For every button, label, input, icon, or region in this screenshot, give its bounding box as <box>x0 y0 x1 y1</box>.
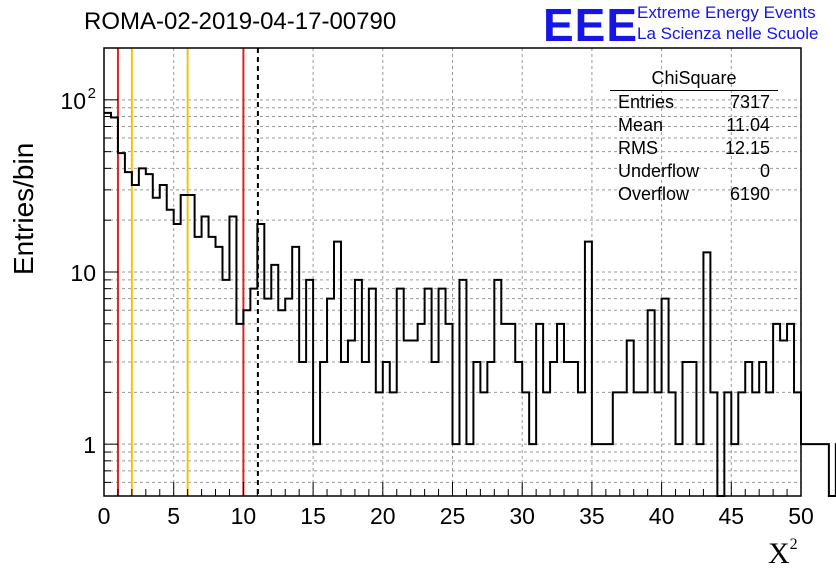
stats-row: Underflow 0 <box>610 160 778 183</box>
stats-value: 6190 <box>729 184 770 204</box>
x-tick-labels: 0 5 10 15 20 25 30 35 40 45 50 <box>98 503 814 529</box>
y-tick-label: 10 <box>70 260 96 286</box>
x-axis-label: X2 <box>768 536 798 571</box>
stats-box: ChiSquare Entries 7317 Mean 11.04 RMS 12.15 Un… <box>610 66 778 206</box>
x-tick-label: 25 <box>440 503 466 529</box>
logo-line-1: Extreme Energy Events <box>637 3 816 22</box>
x-tick-label: 15 <box>300 503 326 529</box>
eee-logo: EEE <box>543 0 639 51</box>
logo-line-2: La Scienza nelle Scuole <box>637 24 819 43</box>
stats-label: RMS <box>618 138 658 158</box>
y-axis-label: Entries/bin <box>8 142 39 275</box>
x-tick-label: 5 <box>167 503 180 529</box>
x-tick-label: 10 <box>231 503 257 529</box>
x-axis-label-text: X <box>768 537 790 570</box>
x-tick-label: 40 <box>649 503 675 529</box>
x-tick-label: 0 <box>98 503 111 529</box>
stats-value: 7317 <box>729 92 770 112</box>
x-tick-label: 45 <box>719 503 745 529</box>
y-tick-label-exponent: 2 <box>88 85 96 102</box>
x-tick-label: 50 <box>788 503 814 529</box>
x-tick-label: 30 <box>509 503 535 529</box>
stats-value: 11.04 <box>726 115 770 135</box>
y-tick-label: 10 <box>60 88 86 114</box>
stats-rows: Entries 7317 Mean 11.04 RMS 12.15 Underflow 0 Ov… <box>610 91 778 206</box>
stats-row: Mean 11.04 <box>610 114 778 137</box>
stats-row: Entries 7317 <box>610 91 778 114</box>
x-tick-label: 20 <box>370 503 396 529</box>
axis-ticks <box>103 47 802 497</box>
y-tick-label: 1 <box>83 432 96 458</box>
stats-row: Overflow 6190 <box>610 183 778 206</box>
x-tick-label: 35 <box>579 503 605 529</box>
stats-label: Overflow <box>618 184 690 204</box>
stats-value: 0 <box>759 161 770 181</box>
histogram-line <box>104 111 836 497</box>
x-axis-label-superscript: 2 <box>789 536 798 553</box>
stats-value: 12.15 <box>724 138 770 158</box>
stats-label: Underflow <box>618 161 700 181</box>
stats-label: Mean <box>618 115 664 135</box>
chart-title: ROMA-02-2019-04-17-00790 <box>84 8 397 35</box>
stats-row: RMS 12.15 <box>610 137 778 160</box>
stats-title: ChiSquare <box>610 66 778 91</box>
stats-label: Entries <box>618 92 675 112</box>
